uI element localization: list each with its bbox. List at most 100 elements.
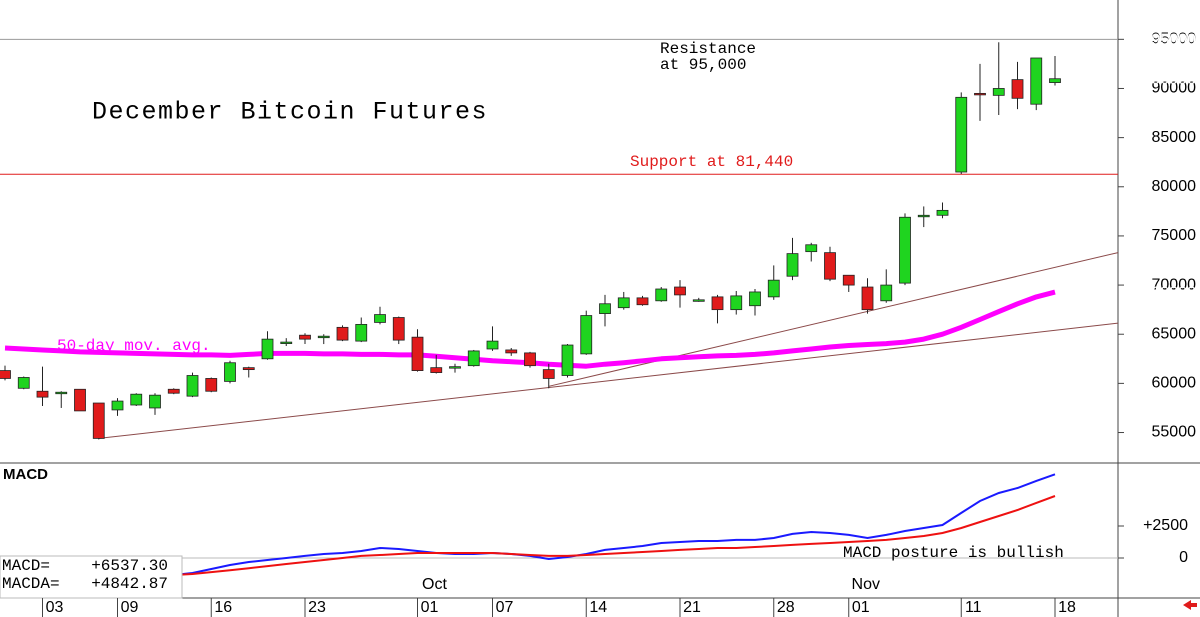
- candle-body: [824, 252, 836, 280]
- candle-body: [599, 303, 611, 314]
- x-tick-label: 23: [308, 599, 326, 616]
- candle-body: [149, 394, 161, 409]
- x-tick-label: 11: [965, 599, 982, 616]
- candle-body: [542, 369, 555, 379]
- candle-body: [636, 297, 649, 306]
- candle-body: [411, 336, 424, 371]
- readout-label: MACD=: [2, 557, 50, 575]
- candle-body: [899, 216, 911, 284]
- candle-body: [355, 323, 368, 342]
- badge-label: +6537: [1151, 467, 1196, 484]
- panel-title: MACD: [3, 466, 48, 483]
- candle-body: [317, 335, 330, 339]
- readout-label: MACDA=: [2, 575, 60, 593]
- candle-body: [1030, 57, 1043, 105]
- candle-body: [842, 274, 855, 286]
- candle-body: [130, 393, 143, 406]
- candle-body: [186, 375, 199, 397]
- candle-body: [280, 341, 293, 344]
- candle-body: [805, 244, 818, 253]
- candle-body: [111, 400, 124, 411]
- candle-body: [917, 214, 930, 218]
- candle-body: [0, 370, 11, 379]
- candle-body: [261, 338, 274, 360]
- candle-body: [1049, 78, 1061, 83]
- badge-label: 81270: [1152, 167, 1197, 184]
- x-tick-label: 16: [214, 599, 232, 616]
- candle-body: [861, 286, 874, 311]
- y-tick-label: 80000: [1152, 178, 1197, 195]
- annotation: MACD posture is bullish: [843, 544, 1064, 562]
- candle-body: [74, 388, 86, 412]
- candle-body: [974, 92, 986, 96]
- y-tick-label: 55000: [1152, 424, 1197, 441]
- candle-body: [561, 344, 574, 376]
- level-annotation: Resistance: [660, 40, 756, 58]
- overlay-label: 50-day mov. avg.: [57, 337, 211, 355]
- y-tick-label: +2500: [1143, 517, 1188, 534]
- candle-body: [767, 279, 780, 298]
- candle-body: [36, 390, 49, 398]
- level-annotation: Support at 81,440: [630, 153, 793, 171]
- x-tick-label: 14: [589, 599, 607, 616]
- x-tick-label: 18: [1058, 599, 1076, 616]
- y-tick-label: 0: [1179, 549, 1188, 566]
- level-annotation: at 95,000: [660, 56, 746, 74]
- candle-body: [55, 391, 68, 395]
- badge-label: 90990: [1152, 71, 1197, 88]
- chart-title: December Bitcoin Futures: [92, 98, 488, 127]
- candle-body: [467, 350, 480, 367]
- candle-body: [655, 288, 668, 302]
- macd-line: [173, 473, 1056, 576]
- badge-label: +4843: [1151, 488, 1196, 505]
- candle-body: [242, 367, 255, 371]
- candle-body: [430, 367, 443, 373]
- candle-body: [580, 315, 593, 355]
- candle-body: [505, 349, 518, 354]
- candle-body: [730, 295, 743, 311]
- candle-body: [167, 388, 180, 394]
- y-tick-label: 85000: [1152, 129, 1197, 146]
- x-tick-label: 28: [777, 599, 795, 616]
- month-label: Nov: [852, 576, 880, 593]
- candle-body: [786, 253, 799, 277]
- candle-body: [617, 297, 630, 309]
- badge-label: 95000: [1152, 32, 1197, 49]
- candle-body: [1011, 79, 1024, 99]
- y-tick-label: 65000: [1152, 325, 1197, 342]
- y-tick-label: 90000: [1152, 80, 1197, 97]
- readout-box: [0, 555, 183, 599]
- x-tick-label: 07: [496, 599, 514, 616]
- scroll-arrow[interactable]: [1183, 600, 1197, 610]
- candle-body: [17, 377, 30, 389]
- candle-body: [392, 317, 405, 341]
- candle-body: [936, 209, 949, 216]
- candle-body: [92, 402, 105, 439]
- candle-body: [205, 378, 218, 392]
- macd-line: [173, 495, 1056, 576]
- y-tick-label: 95000: [1152, 31, 1197, 48]
- readout-value: +6537.30: [91, 557, 168, 575]
- candle-body: [674, 286, 686, 296]
- readout-value: +4842.87: [91, 575, 168, 593]
- y-tick-label: 75000: [1152, 227, 1197, 244]
- x-tick-label: 09: [121, 599, 139, 616]
- y-tick-label: 70000: [1152, 276, 1197, 293]
- x-tick-label: 01: [852, 599, 870, 616]
- candle-body: [692, 299, 705, 302]
- x-tick-label: 21: [683, 599, 701, 616]
- trend-line: [98, 322, 1119, 439]
- candle-body: [992, 88, 1005, 96]
- y-tick-label: 60000: [1152, 375, 1197, 392]
- month-label: Oct: [422, 576, 447, 593]
- candle-body: [486, 340, 499, 350]
- candle-body: [299, 334, 311, 340]
- x-tick-label: 03: [46, 599, 64, 616]
- candle-body: [955, 96, 968, 173]
- x-tick-label: 01: [421, 599, 439, 616]
- candle-body: [449, 366, 461, 369]
- candle-body: [711, 296, 724, 311]
- badge-label: 69290: [1152, 284, 1197, 301]
- candle-body: [524, 352, 536, 367]
- candle-body: [880, 284, 893, 302]
